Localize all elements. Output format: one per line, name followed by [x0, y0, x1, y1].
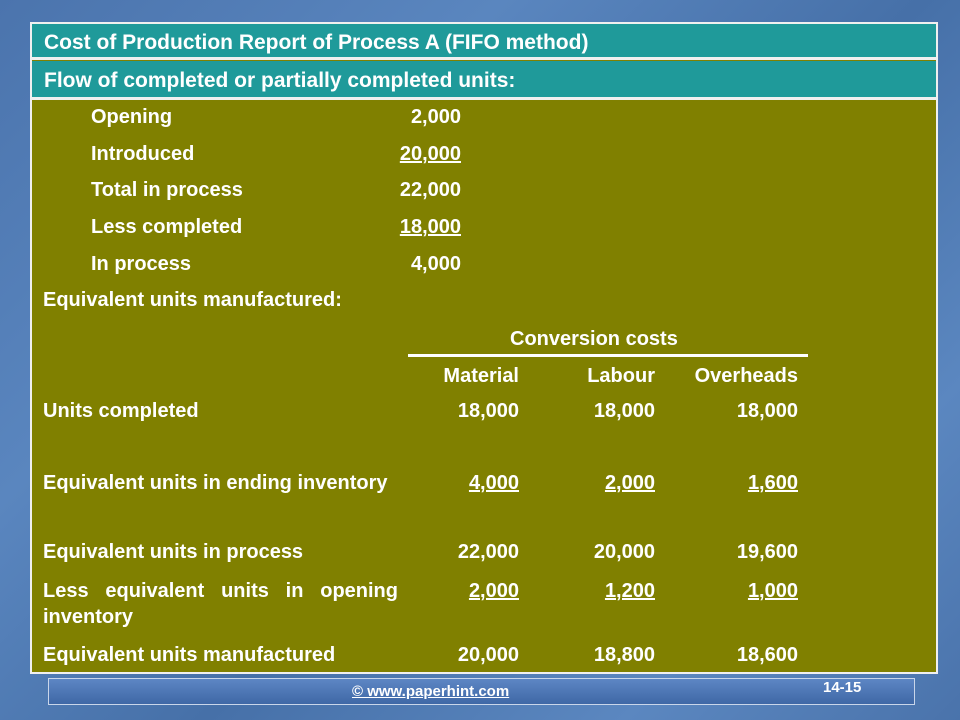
conversion-costs-heading: Conversion costs	[510, 328, 678, 350]
row-label-units-completed: Units completed	[43, 400, 199, 422]
col-header-material: Material	[443, 365, 519, 387]
flow-value-introduced: 20,000	[399, 143, 461, 165]
flow-label-opening: Opening	[91, 106, 173, 128]
footer-url-link[interactable]: © www.paperhint.com	[352, 683, 510, 700]
flow-label-in-process: In process	[91, 253, 192, 275]
row-opening-inventory-labour: 1,200	[604, 580, 655, 602]
report-title: Cost of Production Report of Process A (…	[32, 24, 936, 60]
row-units-completed-labour: 18,000	[593, 400, 655, 422]
flow-value-total: 22,000	[399, 179, 461, 201]
row-units-completed-overheads: 18,000	[736, 400, 798, 422]
row-label-manufactured: Equivalent units manufactured	[43, 644, 336, 666]
row-ending-inventory-material: 4,000	[468, 472, 519, 494]
flow-label-total: Total in process	[91, 179, 243, 201]
row-manufactured-material: 20,000	[457, 644, 519, 666]
row-in-process-labour: 20,000	[593, 541, 655, 563]
row-opening-inventory-overheads: 1,000	[747, 580, 798, 602]
flow-label-completed: Less completed	[91, 216, 243, 238]
row-in-process-material: 22,000	[457, 541, 519, 563]
row-in-process-overheads: 19,600	[736, 541, 798, 563]
flow-heading: Flow of completed or partially completed…	[32, 61, 936, 100]
flow-value-in-process: 4,000	[410, 253, 461, 275]
page-number: 14-15	[823, 679, 862, 696]
row-opening-inventory-material: 2,000	[468, 580, 519, 602]
row-label-opening-inventory: Less equivalent units in opening invento…	[43, 580, 398, 628]
row-ending-inventory-overheads: 1,600	[747, 472, 798, 494]
row-ending-inventory-labour: 2,000	[604, 472, 655, 494]
report-panel: Cost of Production Report of Process A (…	[30, 22, 938, 674]
flow-value-opening: 2,000	[410, 106, 461, 128]
col-header-overheads: Overheads	[694, 365, 798, 387]
col-header-labour: Labour	[587, 365, 655, 387]
flow-label-introduced: Introduced	[91, 143, 195, 165]
equiv-heading: Equivalent units manufactured:	[43, 289, 342, 311]
row-units-completed-material: 18,000	[457, 400, 519, 422]
flow-value-completed: 18,000	[399, 216, 461, 238]
row-label-ending-inventory: Equivalent units in ending inventory	[43, 472, 388, 494]
row-manufactured-labour: 18,800	[593, 644, 655, 666]
footer-bar	[48, 678, 915, 705]
conversion-costs-rule	[408, 354, 808, 357]
row-manufactured-overheads: 18,600	[736, 644, 798, 666]
row-label-in-process: Equivalent units in process	[43, 541, 304, 563]
